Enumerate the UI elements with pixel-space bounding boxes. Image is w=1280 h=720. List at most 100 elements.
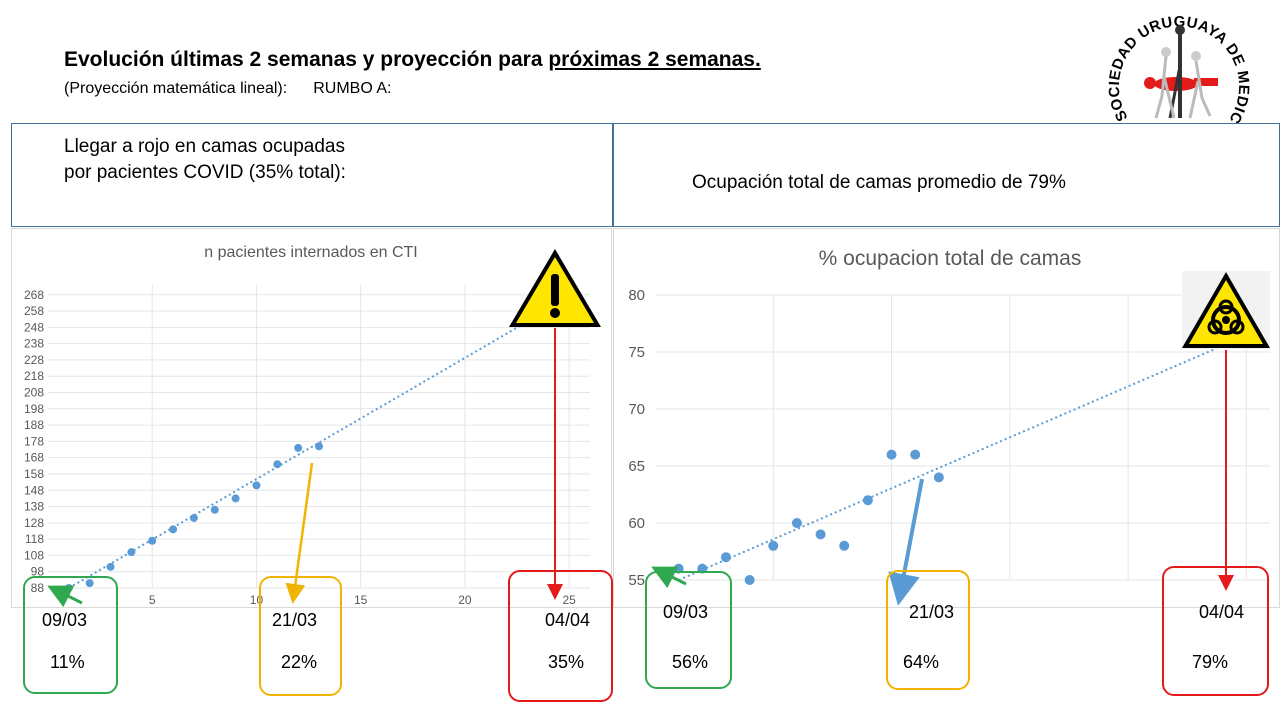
y-tick-label: 248 xyxy=(24,320,44,334)
data-point xyxy=(839,540,850,551)
info-box-right xyxy=(613,123,1280,227)
info-line-2: por pacientes COVID (35% total): xyxy=(64,162,346,183)
callout-pct-right-1: 56% xyxy=(672,652,709,672)
trendline-ocupacion xyxy=(678,339,1235,581)
y-ticks-ocupacion: 55 60 65 70 75 80 xyxy=(628,287,645,589)
callout-pct-right-3: 79% xyxy=(1192,652,1229,672)
y-tick-label: 168 xyxy=(24,451,44,465)
callout-pct-left-1: 11% xyxy=(50,652,85,672)
data-point xyxy=(791,518,802,528)
x-tick-label: 25 xyxy=(562,593,576,607)
data-point xyxy=(252,481,261,490)
y-tick-label: 60 xyxy=(628,515,645,532)
callout-pct-left-3: 35% xyxy=(548,652,585,672)
chart-panel-ocupacion xyxy=(613,228,1280,608)
y-ticks-cti: 8898108118128138148158168178188198208218… xyxy=(24,288,44,595)
grid-ocupacion xyxy=(655,294,1270,581)
callout-box-right-3 xyxy=(1162,566,1269,696)
chart-title-ocupacion: % ocupacion total de camas xyxy=(819,247,1082,270)
y-tick-label: 178 xyxy=(24,434,44,448)
data-point xyxy=(315,442,323,451)
callout-date-right-3: 04/04 xyxy=(1199,602,1245,622)
callout-box-left-3 xyxy=(508,570,613,702)
points-ocupacion xyxy=(673,449,944,585)
y-tick-label: 55 xyxy=(628,572,645,589)
trendline xyxy=(678,339,1235,581)
info-box-right-text: Ocupación total de camas promedio de 79% xyxy=(692,172,1066,193)
data-point xyxy=(294,443,303,452)
data-point xyxy=(231,494,240,503)
y-tick-label: 218 xyxy=(24,369,44,383)
trendline-cti xyxy=(68,308,549,589)
y-tick-label: 188 xyxy=(24,418,44,432)
arrow-yellow-left xyxy=(285,462,314,604)
data-point xyxy=(189,513,198,522)
sumi-logo: SOCIEDAD URUGUAYA DE MEDICINA INTENSIVA xyxy=(1092,0,1268,151)
info-line-1: Llegar a rojo en camas ocupadas xyxy=(64,136,345,157)
callout-pct-left-2: 22% xyxy=(281,652,318,672)
subtitle-right: RUMBO A: xyxy=(313,80,392,97)
chart-panel-cti xyxy=(11,228,612,608)
data-point xyxy=(886,449,897,460)
y-tick-label: 148 xyxy=(24,483,44,497)
data-point xyxy=(862,495,873,506)
y-tick-label: 108 xyxy=(24,548,44,562)
y-tick-label: 128 xyxy=(24,516,44,530)
data-point xyxy=(148,536,157,545)
y-tick-label: 70 xyxy=(628,401,645,418)
y-tick-label: 98 xyxy=(31,565,45,579)
callout-date-left-2: 21/03 xyxy=(272,610,318,630)
x-tick-label: 20 xyxy=(458,593,472,607)
data-point xyxy=(933,472,944,483)
x-tick-label: 15 xyxy=(354,593,368,607)
chart-cti: n pacientes internados en CTI 8898108118… xyxy=(24,244,590,607)
page-subtitle: (Proyección matemática lineal): RUMBO A: xyxy=(64,80,391,98)
grid-cti xyxy=(48,285,590,589)
y-tick-label: 268 xyxy=(24,288,44,302)
y-tick-label: 238 xyxy=(24,337,44,351)
y-tick-label: 198 xyxy=(24,402,44,416)
chart-ocupacion: % ocupacion total de camas 55 60 65 70 75 80 xyxy=(628,247,1270,589)
biohazard-icon xyxy=(1182,271,1270,349)
data-point xyxy=(910,449,921,460)
subtitle-left: (Proyección matemática lineal): xyxy=(64,80,288,97)
title-underlined: próximas 2 semanas. xyxy=(548,48,761,71)
callout-box-left-1 xyxy=(23,576,118,694)
data-point xyxy=(127,548,136,557)
x-tick-label: 5 xyxy=(149,593,156,607)
page-title: Evolución últimas 2 semanas y proyección… xyxy=(64,48,761,72)
data-point xyxy=(815,529,826,540)
points-cti xyxy=(64,442,323,592)
arrow-green-right xyxy=(651,566,687,589)
y-tick-label: 258 xyxy=(24,304,44,318)
data-point xyxy=(210,505,219,514)
callout-date-left-3: 04/04 xyxy=(545,610,591,630)
title-main: Evolución últimas 2 semanas y proyección… xyxy=(64,48,549,71)
data-point xyxy=(106,562,115,571)
trendline xyxy=(68,308,549,589)
y-tick-label: 208 xyxy=(24,386,44,400)
callout-box-left-2 xyxy=(259,576,342,696)
logo-icon: SOCIEDAD URUGUAYA DE MEDICINA INTENSIVA xyxy=(1092,0,1251,127)
info-box-left xyxy=(11,123,613,227)
warning-triangle-icon xyxy=(509,249,601,327)
y-tick-label: 158 xyxy=(24,467,44,481)
y-tick-label: 118 xyxy=(25,532,44,546)
callout-box-right-2 xyxy=(886,570,970,690)
callout-box-right-1 xyxy=(645,571,732,689)
callout-date-right-2: 21/03 xyxy=(909,602,955,622)
data-point xyxy=(768,540,779,551)
chart-title-cti: n pacientes internados en CTI xyxy=(204,244,417,261)
data-point xyxy=(273,460,282,469)
info-box-left-text: Llegar a rojo en camas ocupadas por paci… xyxy=(64,134,346,186)
data-point xyxy=(169,525,178,534)
y-tick-label: 228 xyxy=(24,353,44,367)
data-point xyxy=(85,579,94,588)
y-tick-label: 65 xyxy=(628,458,645,475)
y-tick-label: 138 xyxy=(24,500,44,514)
arrow-green-left xyxy=(47,585,83,608)
x-ticks-cti: 5 10 15 20 25 xyxy=(149,593,576,607)
data-point xyxy=(720,552,731,563)
data-point xyxy=(744,575,755,585)
